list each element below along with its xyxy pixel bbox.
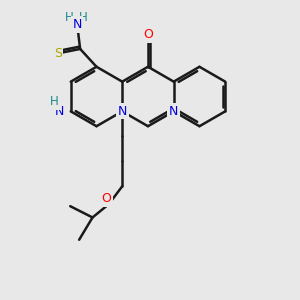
Text: N: N — [73, 18, 82, 31]
Text: S: S — [54, 47, 62, 60]
Text: O: O — [101, 192, 111, 205]
Text: N: N — [169, 105, 178, 118]
Text: O: O — [143, 28, 153, 41]
Text: N: N — [55, 105, 64, 118]
Text: H: H — [79, 11, 88, 24]
Text: H: H — [64, 11, 73, 24]
Text: N: N — [118, 105, 127, 118]
Text: H: H — [50, 95, 59, 108]
